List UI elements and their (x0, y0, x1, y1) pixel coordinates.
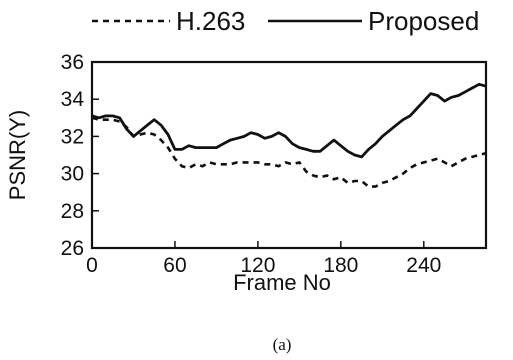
legend-label-proposed: Proposed (368, 6, 479, 36)
x-tick-label: 120 (240, 254, 275, 277)
y-tick-label: 32 (61, 125, 84, 148)
series-line-h263 (91, 116, 487, 188)
y-tick-label: 36 (61, 51, 84, 74)
series-line-proposed (91, 82, 487, 159)
y-axis-ticks: 26 28 30 32 34 36 (61, 51, 99, 260)
series-layer (91, 82, 487, 188)
x-axis-ticks: 0 60 120 180 240 (86, 241, 441, 277)
x-tick-label: 0 (86, 254, 98, 277)
legend-label-h263: H.263 (176, 6, 245, 36)
y-tick-label: 26 (61, 237, 84, 260)
x-axis-title: Frame No (233, 270, 331, 295)
plot-area (90, 60, 488, 250)
legend: H.263 Proposed (92, 6, 479, 36)
x-tick-label: 180 (323, 254, 358, 277)
figure-caption: (a) (273, 335, 292, 354)
y-axis-title: PSNR(Y) (5, 110, 30, 200)
y-tick-label: 30 (61, 163, 84, 186)
y-tick-label: 34 (61, 88, 85, 111)
x-tick-label: 60 (163, 254, 186, 277)
y-tick-label: 28 (61, 200, 84, 223)
x-tick-label: 240 (406, 254, 441, 277)
